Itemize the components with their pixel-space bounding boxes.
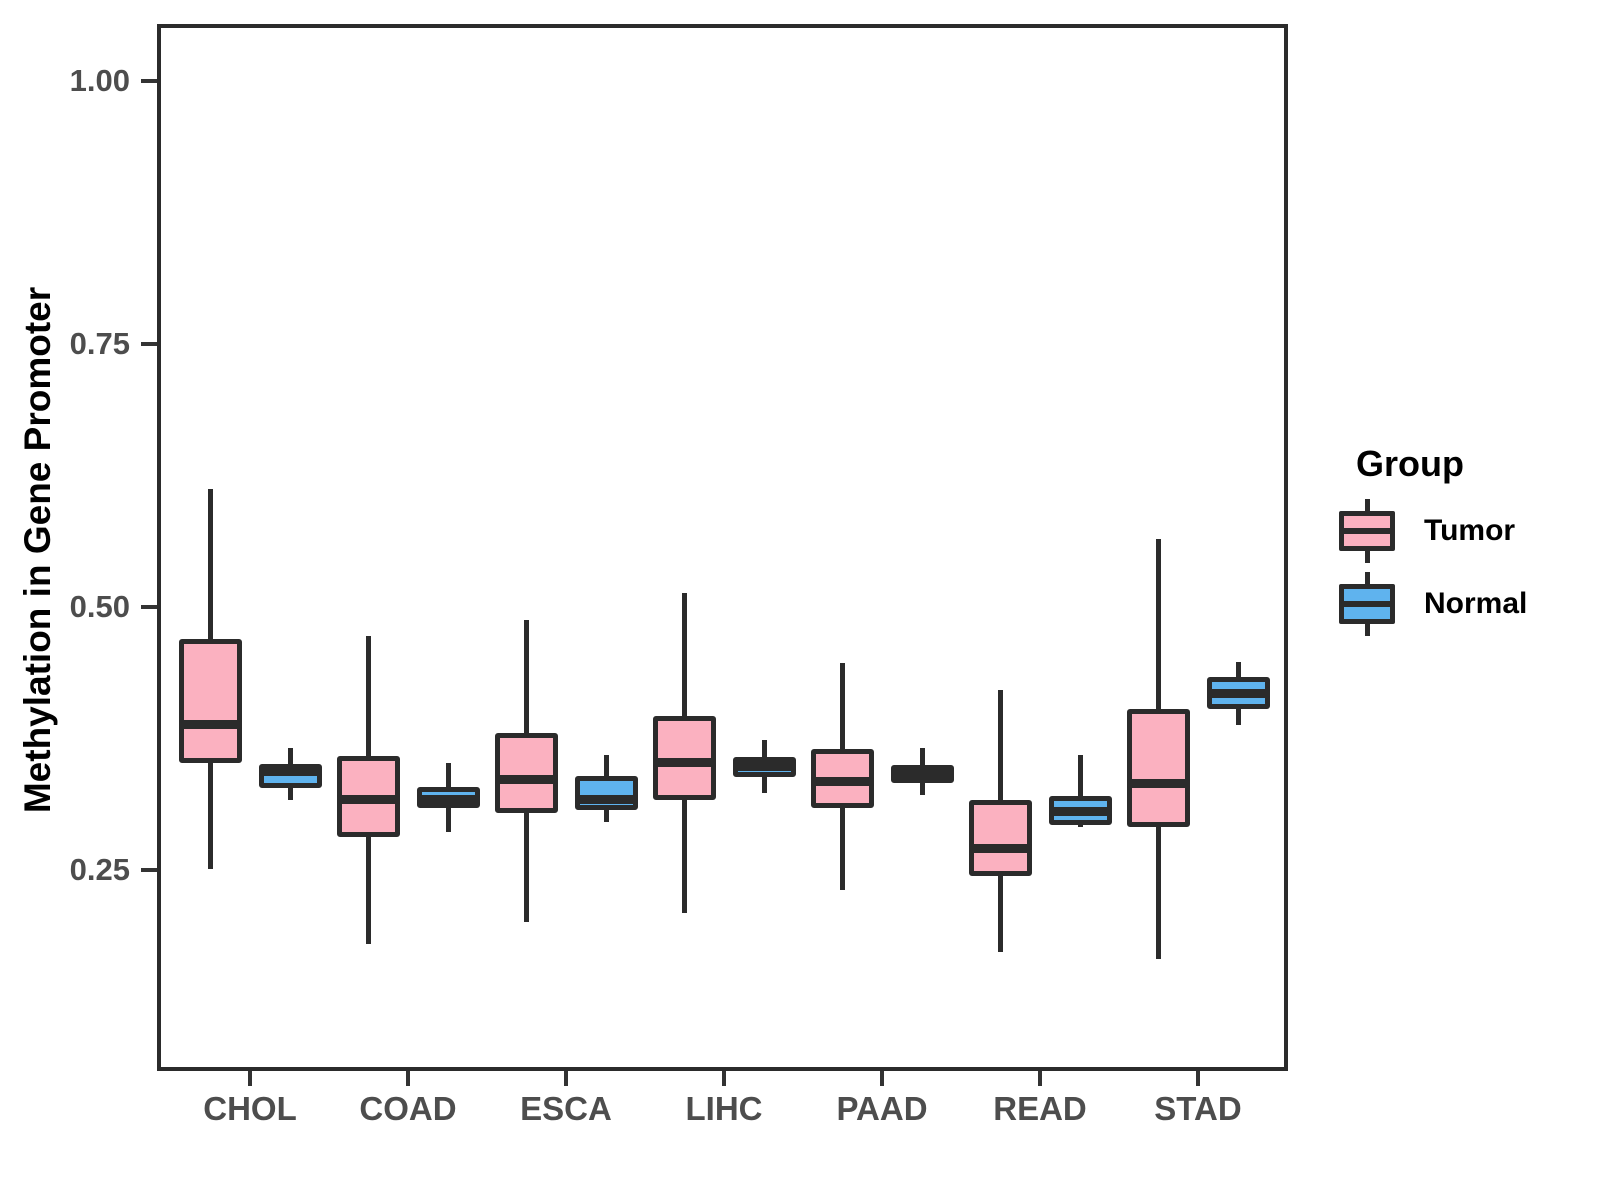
normal-median-PAAD bbox=[890, 768, 954, 778]
x-axis-tick bbox=[1196, 1071, 1200, 1086]
x-axis-tick bbox=[248, 1071, 252, 1086]
tumor-boxplot-key-icon bbox=[1338, 499, 1396, 563]
normal-boxplot-key-icon bbox=[1338, 572, 1396, 636]
x-tick-label: COAD bbox=[359, 1090, 457, 1127]
x-axis-tick bbox=[406, 1071, 410, 1086]
tumor-median-COAD bbox=[336, 795, 400, 805]
normal-box-ESCA bbox=[574, 776, 638, 811]
y-axis-title: Methylation in Gene Promoter bbox=[17, 286, 58, 814]
x-axis-tick bbox=[564, 1071, 568, 1086]
normal-whisker-READ bbox=[1077, 755, 1083, 827]
legend-entry-normal: Normal bbox=[1330, 572, 1527, 636]
x-axis-tick bbox=[880, 1071, 884, 1086]
legend-title: Group bbox=[1356, 443, 1464, 484]
x-tick-label: ESCA bbox=[520, 1090, 612, 1127]
tumor-median-READ bbox=[968, 844, 1032, 854]
tumor-median-ESCA bbox=[494, 775, 558, 785]
normal-median-LIHC bbox=[732, 762, 796, 772]
normal-median-ESCA bbox=[574, 795, 638, 805]
y-tick-label: 1.00 bbox=[69, 63, 130, 98]
x-tick-label: CHOL bbox=[203, 1090, 297, 1127]
normal-median-CHOL bbox=[258, 766, 322, 776]
legend-entry-tumor: Tumor bbox=[1330, 499, 1527, 563]
tumor-median-CHOL bbox=[178, 720, 242, 730]
x-axis-tick bbox=[1038, 1071, 1042, 1086]
y-axis-tick bbox=[141, 342, 157, 346]
tumor-median-LIHC bbox=[652, 758, 716, 768]
tumor-box-ESCA bbox=[494, 733, 558, 814]
legend-label-normal: Normal bbox=[1424, 587, 1528, 620]
x-tick-label: LIHC bbox=[685, 1090, 763, 1127]
tumor-median-PAAD bbox=[810, 777, 874, 787]
y-tick-label: 0.75 bbox=[69, 326, 130, 361]
y-axis-tick bbox=[141, 79, 157, 83]
x-tick-label: READ bbox=[993, 1090, 1087, 1127]
normal-median-STAD bbox=[1206, 688, 1270, 698]
tumor-box-LIHC bbox=[652, 716, 716, 800]
tumor-box-CHOL bbox=[178, 638, 242, 763]
y-tick-label: 0.50 bbox=[69, 589, 130, 624]
x-tick-label: PAAD bbox=[836, 1090, 928, 1127]
y-axis-tick bbox=[141, 868, 157, 872]
legend: Group Tumor Normal bbox=[1330, 443, 1527, 645]
tumor-box-READ bbox=[968, 799, 1032, 877]
normal-median-READ bbox=[1048, 806, 1112, 816]
normal-median-COAD bbox=[416, 795, 480, 805]
x-axis-tick bbox=[722, 1071, 726, 1086]
x-tick-label: STAD bbox=[1154, 1090, 1242, 1127]
y-tick-label: 0.25 bbox=[69, 852, 130, 887]
plot-panel bbox=[157, 24, 1288, 1071]
legend-label-tumor: Tumor bbox=[1424, 514, 1516, 547]
y-axis-tick bbox=[141, 605, 157, 609]
tumor-median-STAD bbox=[1126, 779, 1190, 789]
tumor-box-STAD bbox=[1126, 709, 1190, 827]
